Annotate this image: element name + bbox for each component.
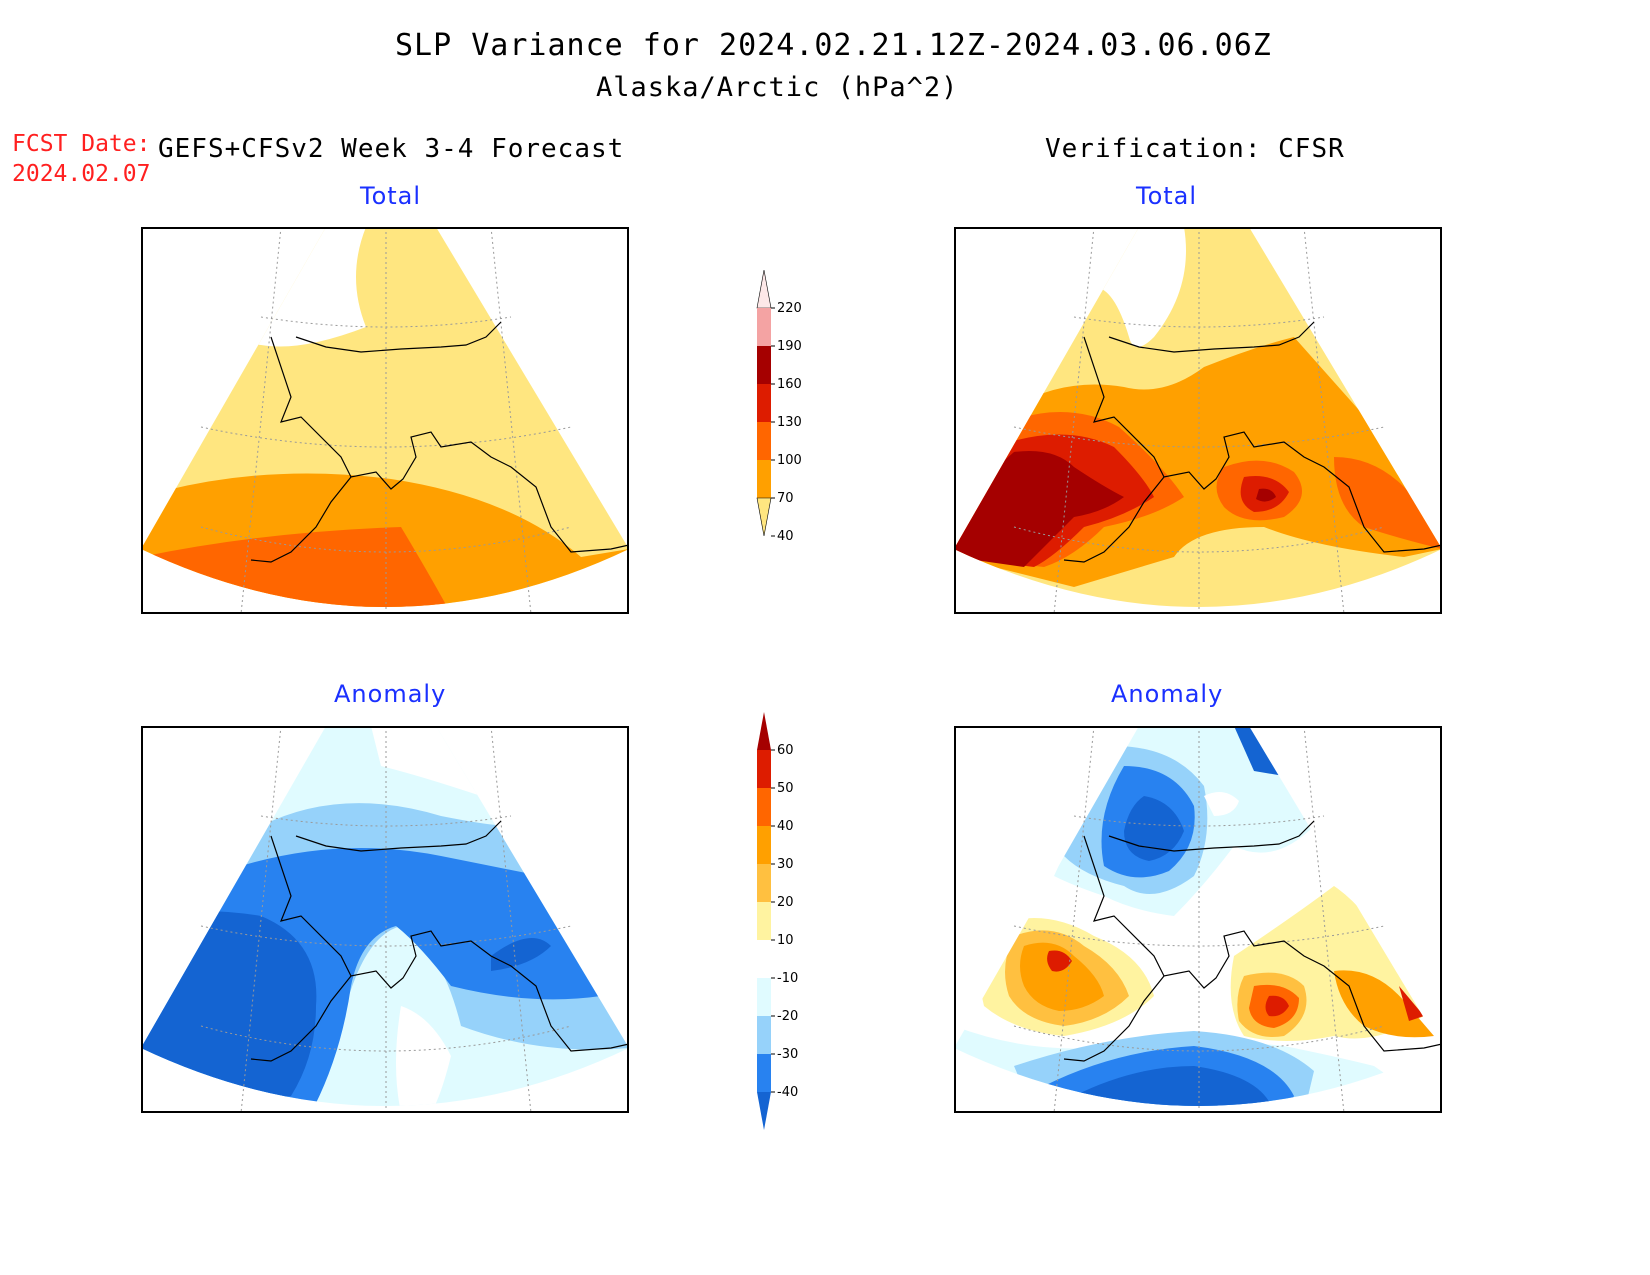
colorbar-label: 70 bbox=[777, 491, 794, 506]
colorbar-label: 50 bbox=[777, 781, 794, 796]
colorbar-label: -10 bbox=[777, 971, 798, 986]
colorbar-anomaly: 60 50 40 30 20 10 -10 -20 -30 -40 bbox=[757, 712, 798, 1130]
colorbar-label: 10 bbox=[777, 933, 794, 948]
colorbar-box bbox=[757, 826, 771, 864]
colorbar-label: 40 bbox=[777, 819, 794, 834]
colorbar-box bbox=[757, 978, 771, 1016]
colorbar-total: 220 190 160 130 100 70 40 bbox=[756, 269, 802, 544]
colorbar-label: 20 bbox=[777, 895, 794, 910]
colorbar-label: 60 bbox=[777, 743, 794, 758]
panel-title-verif-total: Total bbox=[1136, 182, 1198, 210]
colorbar-label: 40 bbox=[777, 529, 794, 544]
map-forecast-anomaly bbox=[141, 726, 629, 1113]
colorbar-box bbox=[757, 1054, 771, 1092]
colorbar-box bbox=[757, 750, 771, 788]
colorbar-box bbox=[757, 422, 771, 460]
colorbar-label: -20 bbox=[777, 1009, 798, 1024]
map-verif-total bbox=[954, 227, 1442, 614]
figure-subtitle: Alaska/Arctic (hPa^2) bbox=[596, 72, 959, 103]
colorbar-bottom-arrow bbox=[756, 497, 772, 537]
colorbar-box bbox=[757, 1016, 771, 1054]
colorbar-label: 220 bbox=[777, 301, 802, 316]
colorbar-label: 130 bbox=[777, 415, 802, 430]
colorbar-box bbox=[757, 460, 771, 498]
figure-title: SLP Variance for 2024.02.21.12Z-2024.03.… bbox=[395, 28, 1272, 63]
forecast-column-heading: GEFS+CFSv2 Week 3-4 Forecast bbox=[158, 134, 625, 164]
colorbar-box bbox=[757, 902, 771, 940]
colorbar-box bbox=[757, 788, 771, 826]
colorbar-label: -30 bbox=[777, 1047, 798, 1062]
map-verif-anomaly bbox=[954, 726, 1442, 1113]
colorbar-label: 30 bbox=[777, 857, 794, 872]
colorbar-label: 100 bbox=[777, 453, 802, 468]
panel-title-forecast-anomaly: Anomaly bbox=[334, 680, 447, 708]
colorbar-box bbox=[757, 308, 771, 346]
colorbar-box bbox=[757, 940, 771, 978]
forecast-date-value: 2024.02.07 bbox=[12, 161, 151, 187]
colorbar-box bbox=[757, 346, 771, 384]
forecast-date-label: FCST Date: bbox=[12, 131, 151, 157]
colorbar-box bbox=[757, 864, 771, 902]
colorbar-bottom-arrow bbox=[757, 1092, 771, 1130]
colorbar-top-arrow bbox=[756, 269, 772, 309]
colorbar-label: -40 bbox=[777, 1085, 798, 1100]
colorbar-box bbox=[757, 384, 771, 422]
panel-title-forecast-total: Total bbox=[360, 182, 422, 210]
verification-column-heading: Verification: CFSR bbox=[1045, 134, 1345, 164]
colorbar-label: 160 bbox=[777, 377, 802, 392]
panel-title-verif-anomaly: Anomaly bbox=[1111, 680, 1224, 708]
map-forecast-total bbox=[141, 227, 629, 614]
colorbar-label: 190 bbox=[777, 339, 802, 354]
colorbar-top-arrow bbox=[757, 712, 771, 750]
